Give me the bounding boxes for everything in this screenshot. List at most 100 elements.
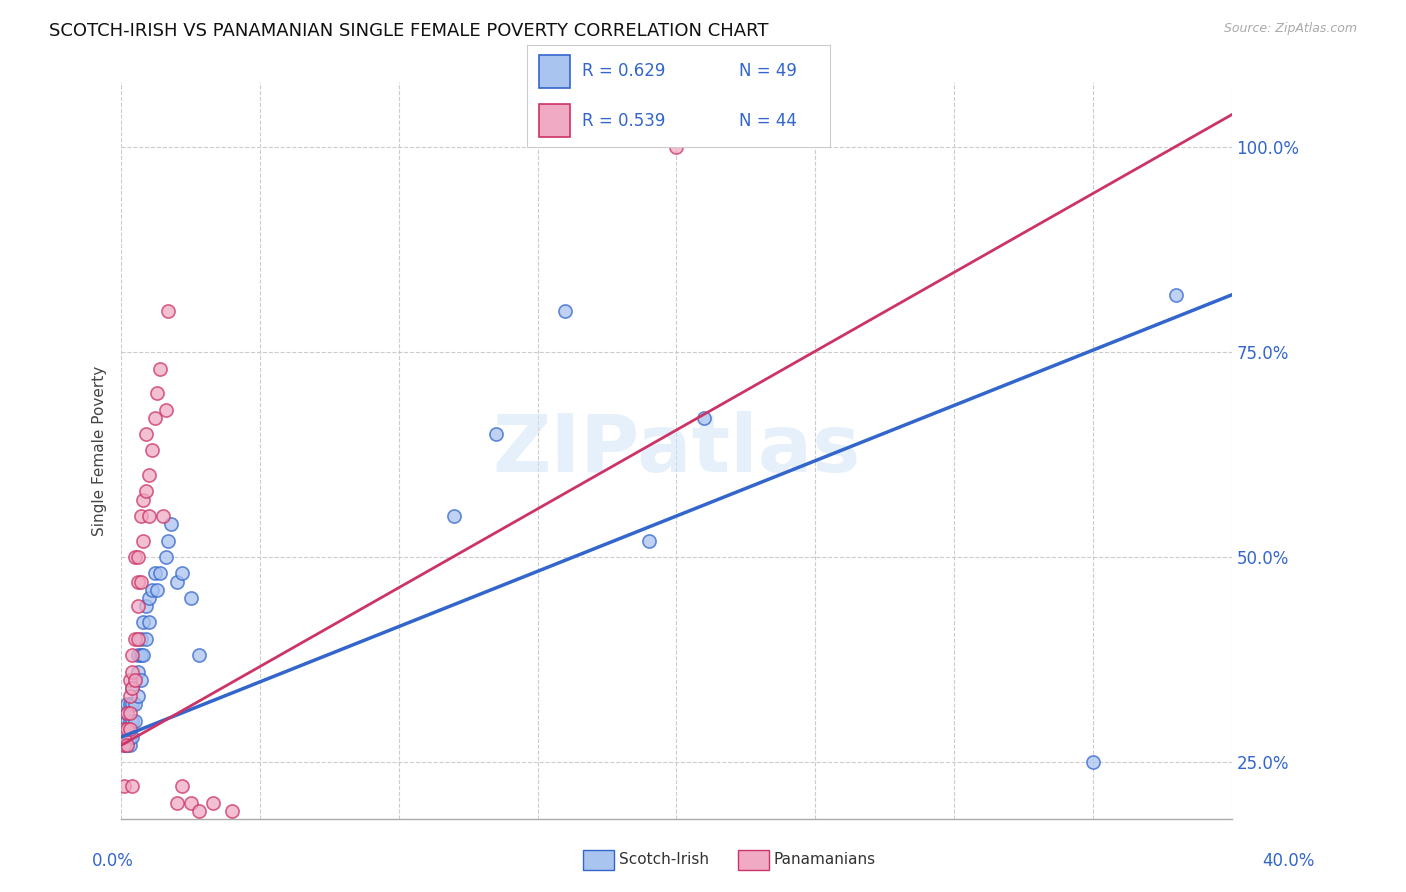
Point: [155, 402, 177, 417]
Point: [118, 730, 141, 744]
Point: [121, 681, 143, 695]
Point: [129, 673, 152, 687]
Point: [157, 304, 180, 318]
Point: [135, 427, 157, 442]
Point: [135, 484, 157, 499]
Point: [118, 673, 141, 687]
Point: [121, 779, 143, 793]
Point: [124, 673, 146, 687]
Text: R = 0.629: R = 0.629: [582, 62, 665, 80]
Text: 0.0%: 0.0%: [91, 852, 134, 870]
Point: [127, 632, 149, 646]
Point: [485, 427, 508, 442]
Point: [1166, 288, 1188, 302]
Point: [138, 615, 160, 630]
Point: [127, 689, 149, 703]
Point: [132, 492, 155, 507]
Point: [121, 648, 143, 663]
Point: [141, 443, 163, 458]
Point: [221, 804, 243, 818]
Bar: [540, 55, 569, 87]
Point: [443, 508, 465, 523]
Point: [118, 698, 141, 712]
Point: [112, 739, 135, 753]
Point: [118, 714, 141, 728]
Point: [146, 582, 169, 597]
Point: [693, 410, 716, 425]
Point: [118, 706, 141, 720]
Text: N = 49: N = 49: [740, 62, 797, 80]
Point: [160, 517, 183, 532]
Point: [115, 722, 138, 736]
Point: [129, 508, 152, 523]
Point: [143, 566, 166, 581]
Point: [180, 796, 202, 810]
Point: [112, 779, 135, 793]
Point: [1081, 755, 1104, 769]
Point: [665, 140, 688, 154]
Point: [172, 566, 194, 581]
Point: [115, 730, 138, 744]
Text: SCOTCH-IRISH VS PANAMANIAN SINGLE FEMALE POVERTY CORRELATION CHART: SCOTCH-IRISH VS PANAMANIAN SINGLE FEMALE…: [49, 22, 769, 40]
Point: [115, 706, 138, 720]
Point: [554, 304, 576, 318]
Text: R = 0.539: R = 0.539: [582, 112, 665, 129]
Point: [124, 698, 146, 712]
Text: Scotch-Irish: Scotch-Irish: [619, 853, 709, 867]
Point: [146, 386, 169, 401]
Point: [129, 648, 152, 663]
Point: [129, 574, 152, 589]
Point: [121, 681, 143, 695]
Point: [127, 665, 149, 679]
Point: [127, 648, 149, 663]
Point: [149, 361, 172, 376]
Point: [180, 591, 202, 605]
Point: [112, 722, 135, 736]
Point: [121, 665, 143, 679]
Point: [112, 739, 135, 753]
Point: [155, 549, 177, 564]
Point: [637, 533, 659, 548]
Point: [121, 714, 143, 728]
Point: [118, 689, 141, 703]
Point: [124, 632, 146, 646]
Point: [138, 508, 160, 523]
Point: [132, 615, 155, 630]
Point: [135, 632, 157, 646]
Point: [124, 673, 146, 687]
Y-axis label: Single Female Poverty: Single Female Poverty: [93, 366, 107, 535]
Point: [127, 599, 149, 613]
Point: [172, 779, 194, 793]
Point: [124, 549, 146, 564]
Point: [115, 706, 138, 720]
Point: [138, 468, 160, 483]
Point: [143, 410, 166, 425]
Point: [166, 574, 188, 589]
Point: [112, 730, 135, 744]
Point: [115, 739, 138, 753]
Point: [149, 566, 172, 581]
Point: [152, 508, 174, 523]
Point: [157, 533, 180, 548]
Point: [115, 714, 138, 728]
Point: [138, 591, 160, 605]
Point: [166, 796, 188, 810]
Point: [129, 632, 152, 646]
Point: [127, 574, 149, 589]
Bar: [540, 104, 569, 137]
Text: Source: ZipAtlas.com: Source: ZipAtlas.com: [1223, 22, 1357, 36]
Point: [121, 698, 143, 712]
Point: [124, 714, 146, 728]
Point: [132, 648, 155, 663]
Point: [115, 739, 138, 753]
Point: [132, 533, 155, 548]
Point: [127, 549, 149, 564]
Point: [115, 698, 138, 712]
Text: N = 44: N = 44: [740, 112, 797, 129]
Point: [201, 796, 224, 810]
Point: [118, 722, 141, 736]
Point: [188, 648, 211, 663]
Text: 40.0%: 40.0%: [1263, 852, 1315, 870]
Point: [112, 730, 135, 744]
Point: [112, 722, 135, 736]
